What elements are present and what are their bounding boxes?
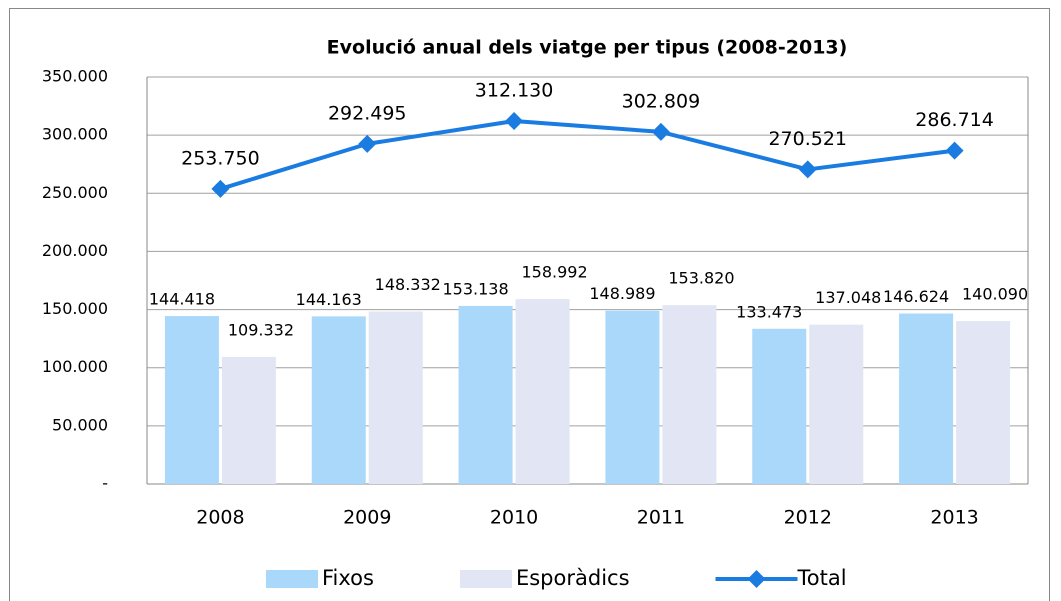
data-label: 270.521 bbox=[768, 128, 847, 150]
y-tick-label: 50.000 bbox=[52, 415, 108, 434]
data-label: 292.495 bbox=[328, 102, 407, 124]
data-label: 148.332 bbox=[375, 275, 441, 294]
legend-swatch bbox=[266, 570, 318, 588]
y-tick-label: 150.000 bbox=[42, 299, 108, 318]
line bbox=[219, 119, 955, 191]
data-label: 144.163 bbox=[296, 290, 362, 309]
x-tick-label: 2011 bbox=[637, 507, 685, 529]
legend-label: Esporàdics bbox=[516, 566, 630, 590]
x-tick-label: 2012 bbox=[784, 507, 832, 529]
data-label: 144.418 bbox=[149, 290, 215, 309]
data-label: 146.624 bbox=[883, 287, 949, 306]
bar bbox=[221, 356, 276, 484]
x-tick-label: 2008 bbox=[196, 507, 244, 529]
legend-swatch bbox=[459, 570, 512, 588]
x-tick-label: 2010 bbox=[490, 507, 538, 529]
data-label: 148.989 bbox=[589, 284, 655, 303]
point bbox=[211, 179, 230, 198]
bar bbox=[311, 316, 366, 484]
chart-title: Evolució anual dels viatge per tipus (20… bbox=[327, 37, 848, 59]
bar bbox=[515, 299, 570, 484]
bar bbox=[899, 313, 954, 484]
y-tick-label: 250.000 bbox=[42, 183, 108, 202]
legend-label: Total bbox=[797, 566, 847, 590]
x-tick-label: 2009 bbox=[343, 507, 391, 529]
point bbox=[505, 112, 524, 131]
y-tick-label: 200.000 bbox=[42, 241, 108, 260]
data-label: 133.473 bbox=[736, 302, 802, 321]
bar bbox=[605, 310, 660, 484]
y-tick-label: 100.000 bbox=[42, 357, 108, 376]
data-label: 153.820 bbox=[668, 269, 734, 288]
data-label: 312.130 bbox=[475, 80, 554, 102]
data-label: 109.332 bbox=[228, 320, 294, 339]
bar bbox=[662, 305, 717, 484]
bar bbox=[956, 321, 1011, 484]
data-label: 158.992 bbox=[521, 263, 587, 282]
point bbox=[798, 160, 817, 179]
bar bbox=[458, 305, 513, 484]
data-label: 253.750 bbox=[181, 147, 260, 169]
point bbox=[945, 141, 964, 160]
bar bbox=[809, 324, 864, 484]
x-tick-label: 2013 bbox=[930, 507, 978, 529]
data-label: 137.048 bbox=[815, 288, 881, 307]
legend-label: Fixos bbox=[322, 566, 374, 590]
bar bbox=[752, 328, 807, 484]
data-label: 140.090 bbox=[962, 285, 1028, 304]
data-label: 153.138 bbox=[442, 279, 508, 298]
legend-marker bbox=[747, 570, 766, 588]
y-tick-label: 300.000 bbox=[42, 125, 108, 144]
point bbox=[651, 122, 670, 141]
point bbox=[358, 134, 377, 153]
y-tick-label: - bbox=[102, 474, 108, 493]
data-label: 302.809 bbox=[622, 90, 701, 112]
y-tick-label: 350.000 bbox=[42, 67, 108, 86]
bar bbox=[164, 316, 219, 484]
bar bbox=[368, 311, 423, 484]
data-label: 286.714 bbox=[915, 109, 994, 131]
